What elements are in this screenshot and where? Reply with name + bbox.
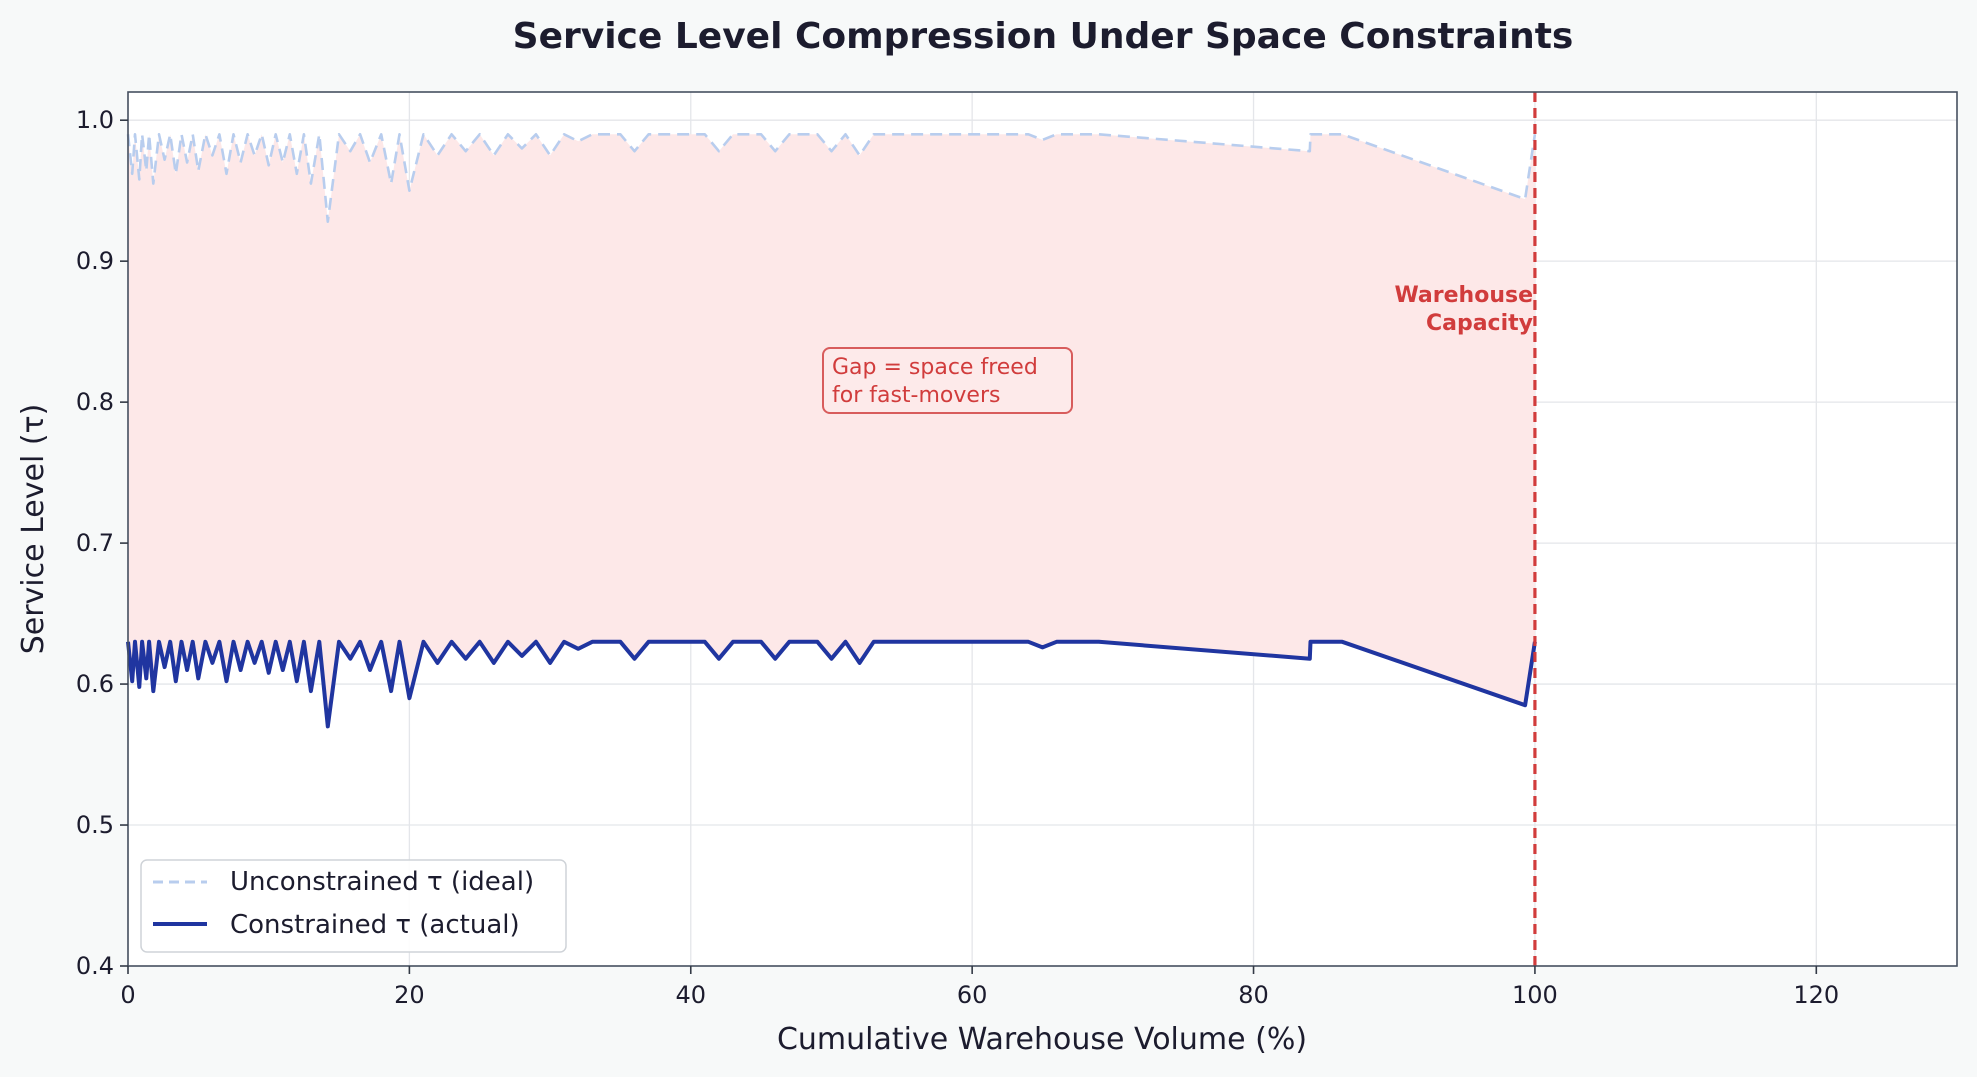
legend-box <box>140 859 567 953</box>
gap-fill <box>128 134 1535 727</box>
gap-annotation-box <box>822 347 1073 414</box>
x-tick-label-1: 20 <box>394 981 425 1009</box>
gap-annotation: Gap = space freed for fast-movers <box>822 347 1073 414</box>
y-tick-label-2: 0.6 <box>76 670 114 698</box>
y-tick-label-6: 1.0 <box>76 106 114 134</box>
series-unconstrained-line <box>126 133 1537 223</box>
gap-annotation-line-1: Gap = space freed <box>832 355 1038 380</box>
plot-frame <box>127 91 1958 967</box>
y-axis-ticks: 0.4 0.5 0.6 0.7 0.8 0.9 1.0 <box>76 106 128 980</box>
chart-title: Service Level Compression Under Space Co… <box>513 16 1574 57</box>
y-axis-label: Service Level (τ) <box>16 404 51 655</box>
x-axis-label: Cumulative Warehouse Volume (%) <box>777 1022 1307 1057</box>
x-tick-label-0: 0 <box>120 981 135 1009</box>
capacity-label-line-2: Capacity <box>1426 311 1533 336</box>
y-tick-label-1: 0.5 <box>76 811 114 839</box>
x-tick-label-4: 80 <box>1238 981 1269 1009</box>
x-tick-label-3: 60 <box>957 981 988 1009</box>
legend: Unconstrained τ (ideal) Constrained τ (a… <box>140 859 567 953</box>
x-tick-label-6: 120 <box>1793 981 1839 1009</box>
x-tick-label-5: 100 <box>1512 981 1558 1009</box>
y-tick-label-3: 0.7 <box>76 529 114 557</box>
gap-annotation-line-2: for fast-movers <box>832 383 1000 408</box>
legend-label-unconstrained: Unconstrained τ (ideal) <box>230 867 534 897</box>
y-tick-label-4: 0.8 <box>76 388 114 416</box>
series-constrained-line <box>126 639 1537 729</box>
y-tick-label-0: 0.4 <box>76 952 114 980</box>
legend-label-constrained: Constrained τ (actual) <box>230 910 520 940</box>
x-axis-ticks: 0 20 40 60 80 100 120 <box>120 966 1839 1009</box>
y-tick-label-5: 0.9 <box>76 247 114 275</box>
capacity-label-line-1: Warehouse <box>1394 283 1533 308</box>
x-tick-label-2: 40 <box>675 981 706 1009</box>
